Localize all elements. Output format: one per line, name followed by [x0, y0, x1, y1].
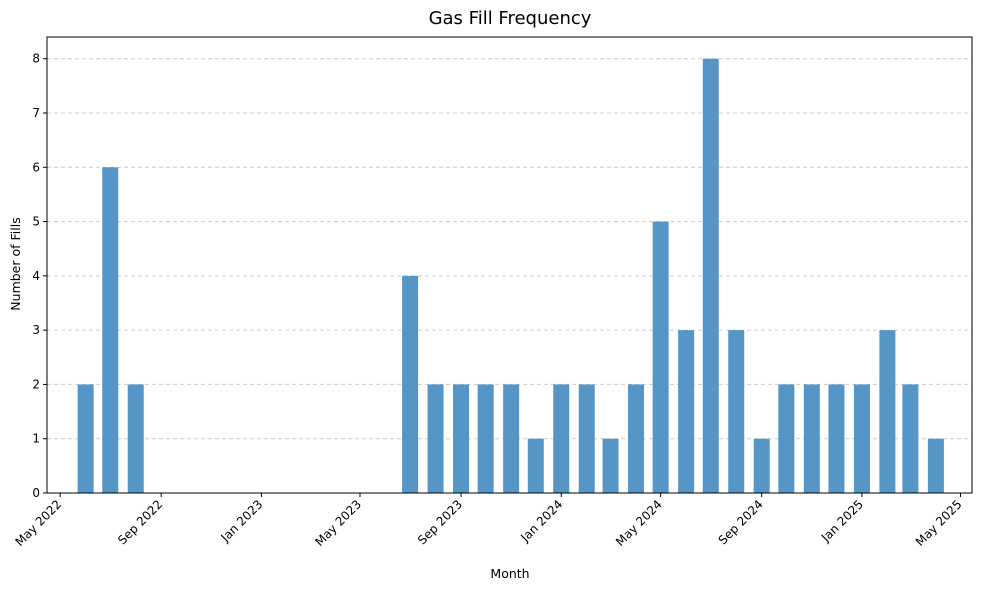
bar — [578, 384, 595, 493]
bar — [127, 384, 144, 493]
bar — [453, 384, 470, 493]
bar — [402, 275, 419, 493]
y-tick-label: 1 — [32, 432, 40, 446]
y-tick-label: 3 — [32, 323, 40, 337]
bar — [778, 384, 795, 493]
y-tick-label: 0 — [32, 486, 40, 500]
y-tick-label: 4 — [32, 269, 40, 283]
bar — [652, 221, 669, 494]
x-axis-label: Month — [490, 566, 529, 581]
bar — [102, 167, 119, 494]
bar — [553, 384, 570, 493]
bar — [678, 330, 695, 493]
y-tick-label: 8 — [32, 52, 40, 66]
y-axis-label: Number of Fills — [8, 217, 23, 310]
y-tick-label: 2 — [32, 377, 40, 391]
gridlines — [47, 58, 972, 440]
y-tick-label: 5 — [32, 215, 40, 229]
bar — [477, 384, 494, 493]
bar — [927, 438, 944, 493]
plot-frame — [46, 36, 973, 494]
bar — [527, 438, 544, 493]
bar — [728, 330, 745, 493]
bar — [753, 438, 770, 493]
chart-title: Gas Fill Frequency — [429, 8, 592, 29]
y-tick-label: 7 — [32, 106, 40, 120]
bar — [503, 384, 520, 493]
bar — [853, 384, 870, 493]
bar — [602, 438, 619, 493]
y-axis: 0 1 2 3 4 5 6 7 8 — [32, 52, 47, 500]
bar — [77, 384, 94, 493]
bar — [803, 384, 820, 493]
y-tick-label: 6 — [32, 160, 40, 174]
bars — [77, 58, 944, 494]
bar — [879, 330, 896, 493]
bar — [828, 384, 845, 493]
bar — [427, 384, 444, 493]
bar — [702, 58, 719, 493]
bar — [628, 384, 645, 493]
bar — [902, 384, 919, 493]
